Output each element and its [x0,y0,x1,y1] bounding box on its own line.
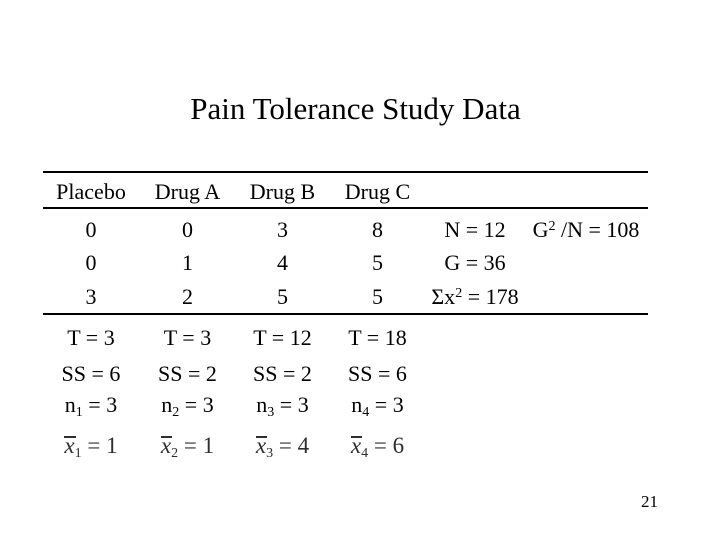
stat-subscript: 1 [75,405,83,420]
stat-subscript: 4 [362,405,370,420]
mean-equation: x3 = 4 [236,433,329,461]
stat-sum-x-squared: Σx2 = 178 [426,286,524,308]
data-cell: 1 [182,250,193,275]
sum-of-squares: SS = 2 [253,361,312,386]
sum-of-squares: SS = 6 [61,361,121,386]
page-number: 21 [641,492,658,511]
stat-rest: = 6 [368,433,405,458]
stat-n-total: N = 12 [444,217,506,242]
sample-sizes-row: n1 = 3 n2 = 3 n3 = 3 n4 = 3 [43,392,648,420]
treatment-total: T = 3 [67,325,115,350]
stat-base: n [64,392,76,417]
stat-rest: = 178 [462,284,519,309]
data-cell: 5 [372,250,383,275]
stat-rest: = 3 [274,392,309,417]
data-cell: 0 [85,217,97,242]
empty-cell [524,252,648,274]
stat-rest: = 4 [273,433,310,458]
stat-rest: = 3 [82,392,118,417]
means-row: x1 = 1 x2 = 1 x3 = 4 x4 = 6 [43,433,648,461]
data-cell: 5 [277,284,288,309]
mean-equation: x1 = 1 [43,433,139,461]
table-bottom-rule [43,313,648,315]
stat-rest: = 3 [369,392,404,417]
stat-base: G [532,217,549,242]
treatment-total: T = 12 [253,325,312,350]
stat-subscript: 4 [361,446,369,461]
sum-of-squares: SS = 2 [158,361,217,386]
treatment-total: T = 18 [348,325,407,350]
table-header-row: Placebo Drug A Drug B Drug C [43,181,648,203]
data-cell: 3 [277,217,288,242]
stat-subscript: 1 [74,446,82,461]
table-row: 0 0 3 8 N = 12 G2 /N = 108 [43,219,648,241]
column-header-drug-c: Drug C [344,179,411,204]
stat-subscript: 2 [172,405,180,420]
stat-base: Σx [431,284,456,309]
treatment-total: T = 3 [163,325,212,350]
stat-rest: = 1 [178,433,215,458]
stat-rest: = 1 [81,433,118,458]
column-header-spacer [426,181,524,203]
stat-g-squared-over-n: G2 /N = 108 [524,219,648,241]
data-cell: 2 [182,284,193,309]
data-cell: 0 [85,250,97,275]
x-bar: x [64,433,76,458]
mean-equation: x4 = 6 [329,433,426,461]
column-header-spacer [524,181,648,203]
mean-equation: x2 = 1 [139,433,236,461]
x-bar: x [255,433,268,458]
stat-base: n [256,392,268,417]
data-cell: 3 [85,284,97,309]
stat-base: n [161,392,173,417]
data-cell: 5 [372,284,383,309]
table-row: 0 1 4 5 G = 36 [43,252,648,274]
treatment-totals-row: T = 3 T = 3 T = 12 T = 18 [43,327,648,349]
stat-base: n [351,392,363,417]
table-row: 3 2 5 5 Σx2 = 178 [43,286,648,308]
stat-grand-total: G = 36 [444,250,506,275]
empty-cell [524,286,648,308]
sample-size: n2 = 3 [139,392,236,420]
table-header-rule [43,207,648,209]
sum-of-squares: SS = 6 [348,361,407,386]
stat-superscript: 2 [455,286,463,301]
sample-size: n1 = 3 [43,392,139,420]
sample-size: n4 = 3 [329,392,426,420]
column-header-placebo: Placebo [56,179,126,204]
table-top-rule [43,171,648,173]
x-bar: x [350,433,363,458]
stat-subscript: 3 [266,446,274,461]
stat-subscript: 2 [171,446,179,461]
slide-title: Pain Tolerance Study Data [190,91,521,126]
stat-rest: = 3 [179,392,214,417]
sample-size: n3 = 3 [236,392,329,420]
data-cell: 0 [182,217,193,242]
column-header-drug-a: Drug A [154,179,221,204]
column-header-drug-b: Drug B [249,179,316,204]
stat-superscript: 2 [548,219,556,234]
data-cell: 8 [372,217,383,242]
stat-subscript: 3 [267,405,275,420]
sum-of-squares-row: SS = 6 SS = 2 SS = 2 SS = 6 [43,363,648,385]
stat-rest: /N = 108 [555,217,640,242]
x-bar: x [160,433,173,458]
data-cell: 4 [277,250,288,275]
